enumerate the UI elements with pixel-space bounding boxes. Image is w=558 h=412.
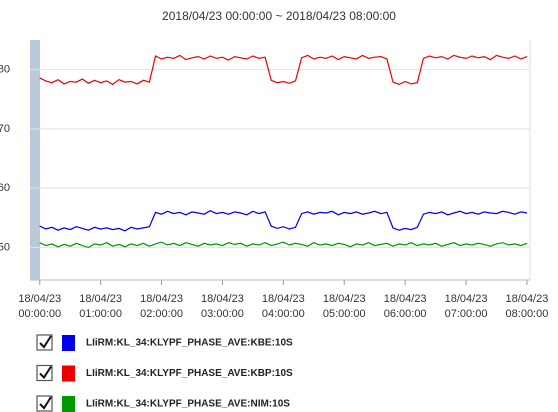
x-tick-label: 18/04/23 08:00:00: [506, 293, 549, 320]
y-tick-label: 60: [0, 182, 10, 194]
check-mark: [39, 365, 52, 380]
legend-item: LIiRM:KL_34:KLYPF_PHASE_AVE:KBP:10S: [36, 364, 293, 382]
x-tick-label: 18/04/23 04:00:00: [262, 293, 305, 320]
x-tick-label: 18/04/23 00:00:00: [18, 293, 61, 320]
y-tick-label: 50: [0, 241, 10, 253]
series-line: [39, 210, 528, 232]
x-tick-label: 18/04/23 01:00:00: [79, 293, 122, 320]
x-tick-label: 18/04/23 07:00:00: [445, 293, 488, 320]
series-line: [39, 241, 528, 249]
x-tick-label: 18/04/23 03:00:00: [201, 293, 244, 320]
x-tick-label: 18/04/23 05:00:00: [323, 293, 366, 320]
y-tick-label: 80: [0, 64, 10, 76]
x-tick-label: 18/04/23 06:00:00: [384, 293, 427, 320]
legend-item: LIiRM:KL_34:KLYPF_PHASE_AVE:NIM:10S: [36, 395, 290, 412]
legend-swatch: [62, 396, 75, 412]
check-mark: [39, 335, 52, 349]
x-tick-label: 18/04/23 02:00:00: [140, 293, 183, 320]
chart-title: 2018/04/23 00:00:00 ~ 2018/04/23 08:00:0…: [162, 9, 396, 23]
series-line: [39, 54, 528, 86]
legend-item: LIiRM:KL_34:KLYPF_PHASE_AVE:KBE:10S: [36, 334, 293, 351]
legend-swatch: [62, 365, 75, 382]
scroll-handle: [30, 40, 40, 280]
legend-label: LIiRM:KL_34:KLYPF_PHASE_AVE:KBE:10S: [86, 338, 293, 349]
legend-swatch: [62, 335, 75, 351]
legend-label: LIiRM:KL_34:KLYPF_PHASE_AVE:KBP:10S: [86, 368, 293, 379]
check-mark: [39, 396, 52, 410]
legend-label: LIiRM:KL_34:KLYPF_PHASE_AVE:NIM:10S: [86, 399, 290, 410]
y-tick-label: 70: [0, 123, 10, 135]
